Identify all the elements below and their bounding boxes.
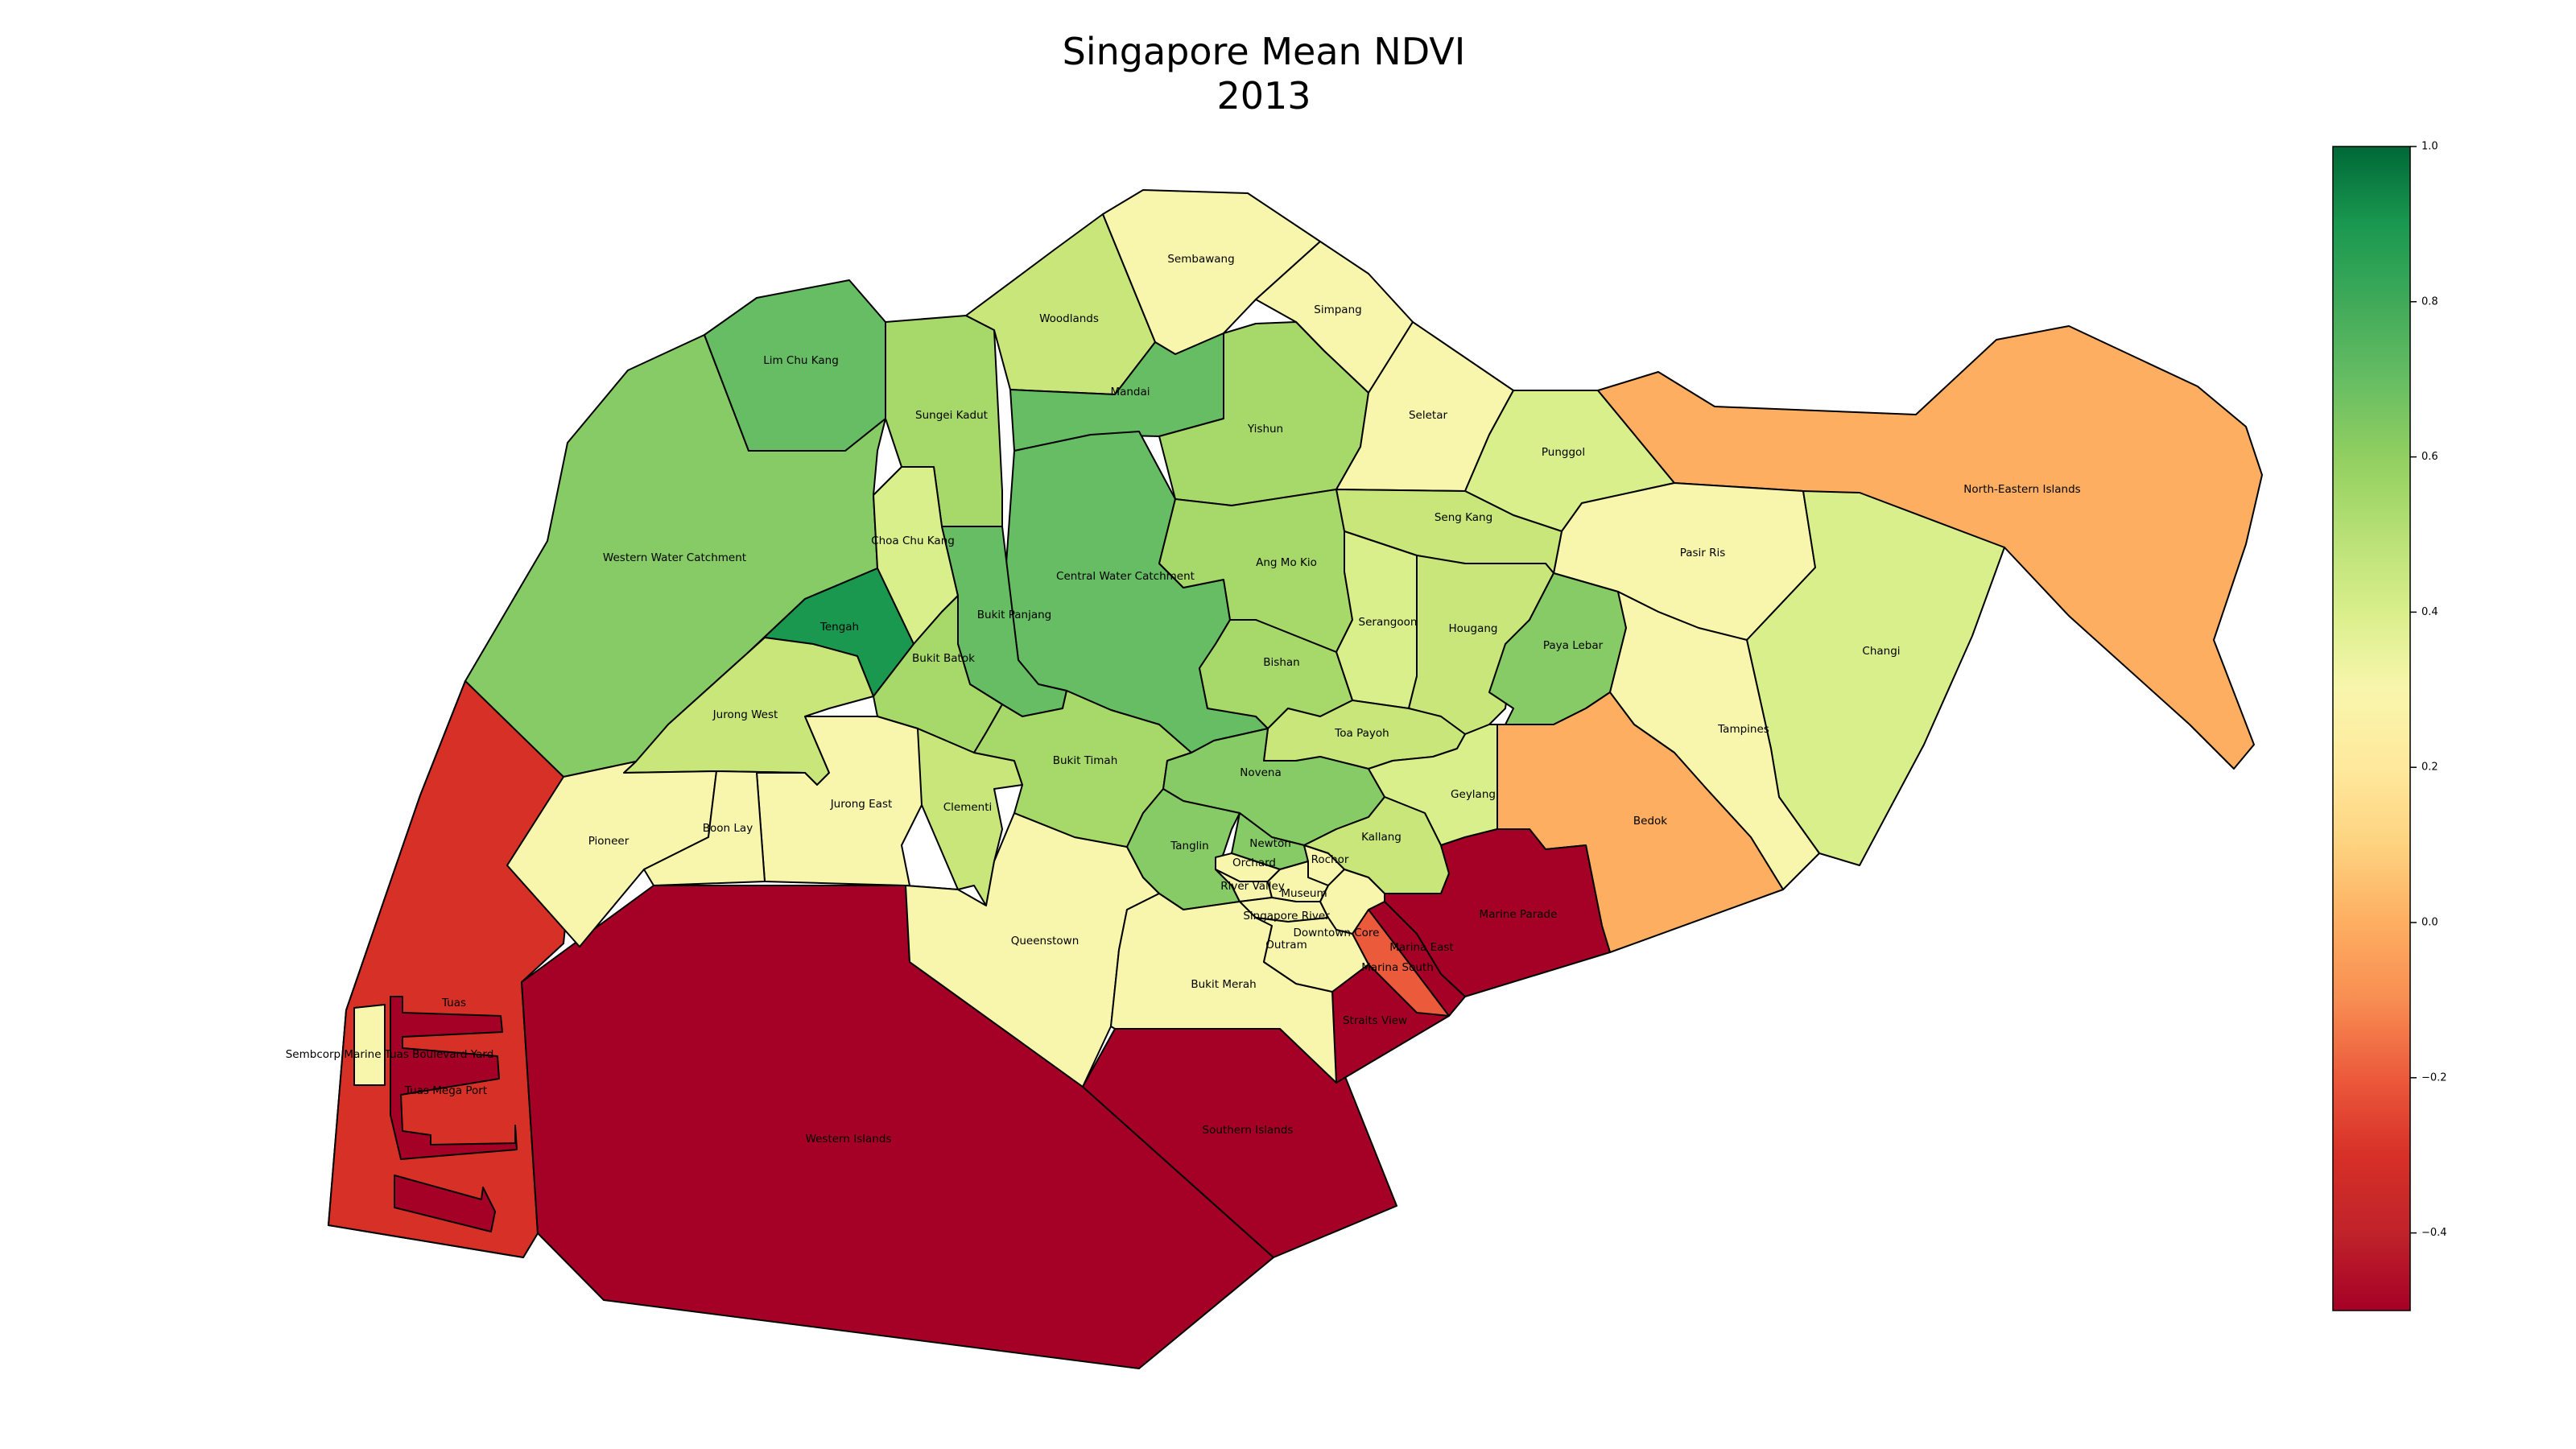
colorbar-tick-label: 0.0: [2421, 917, 2438, 929]
label-singapore-river: Singapore River: [1243, 910, 1330, 923]
colorbar-tick-label: 0.6: [2421, 451, 2438, 463]
label-simpang: Simpang: [1314, 303, 1361, 316]
label-marina-east: Marina East: [1389, 941, 1453, 954]
region-boon-lay[interactable]: [643, 770, 806, 886]
region-outram[interactable]: [1255, 917, 1369, 993]
region-marine-parade[interactable]: [1384, 828, 1611, 997]
label-river-valley: River Valley: [1220, 880, 1285, 893]
label-central-water-catchment: Central Water Catchment: [1056, 570, 1195, 583]
map-title: Singapore Mean NDVI: [1063, 30, 1466, 73]
label-rochor: Rochor: [1311, 853, 1349, 866]
label-marine-parade: Marine Parade: [1480, 908, 1558, 921]
colorbar-tick-label: 0.8: [2421, 295, 2438, 308]
map-subtitle-year: 2013: [1216, 74, 1311, 118]
label-geylang: Geylang: [1451, 788, 1496, 801]
label-tuas: Tuas: [441, 997, 466, 1009]
colorbar: 1.0 0.8 0.6 0.4 0.2 0.0 −0.2 −0.4: [2332, 141, 2447, 1311]
colorbar-ticks: 1.0 0.8 0.6 0.4 0.2 0.0 −0.2 −0.4: [2410, 141, 2447, 1239]
region-downtown-core[interactable]: [1319, 869, 1385, 935]
label-orchard: Orchard: [1232, 857, 1276, 869]
label-southern-islands: Southern Islands: [1203, 1124, 1294, 1137]
label-boon-lay: Boon Lay: [703, 822, 753, 835]
label-mandai: Mandai: [1110, 386, 1150, 398]
label-bukit-merah: Bukit Merah: [1191, 978, 1256, 991]
label-seletar: Seletar: [1409, 409, 1447, 422]
label-north-eastern-islands: North-Eastern Islands: [1963, 483, 2080, 496]
label-toa-payoh: Toa Payoh: [1334, 727, 1389, 740]
label-pasir-ris: Pasir Ris: [1680, 547, 1726, 559]
label-bukit-batok: Bukit Batok: [912, 652, 975, 665]
label-downtown-core: Downtown Core: [1294, 927, 1380, 939]
label-paya-lebar: Paya Lebar: [1543, 639, 1604, 652]
label-bukit-timah: Bukit Timah: [1053, 754, 1118, 767]
label-woodlands: Woodlands: [1039, 312, 1099, 325]
colorbar-tick-label: −0.4: [2421, 1227, 2447, 1239]
region-sembcorp[interactable]: [353, 1004, 386, 1086]
region-tuas-mega-port[interactable]: [390, 996, 518, 1232]
region-labels: Sembawang Simpang Woodlands Mandai Lim C…: [286, 253, 2081, 1146]
label-yishun: Yishun: [1247, 423, 1283, 436]
label-jurong-west: Jurong West: [712, 708, 778, 721]
region-hougang[interactable]: [1408, 555, 1554, 735]
label-sembawang: Sembawang: [1167, 253, 1234, 266]
label-bedok: Bedok: [1633, 815, 1667, 828]
label-ang-mo-kio: Ang Mo Kio: [1256, 556, 1317, 569]
colorbar-tick-label: 0.4: [2421, 606, 2438, 618]
colorbar-tick-label: −0.2: [2421, 1071, 2447, 1084]
label-tengah: Tengah: [819, 621, 859, 634]
label-serangoon: Serangoon: [1359, 616, 1418, 629]
colorbar-gradient: [2332, 146, 2411, 1311]
label-marina-south: Marina South: [1361, 961, 1434, 974]
label-sungei-kadut: Sungei Kadut: [915, 409, 988, 422]
label-straits-view: Straits View: [1343, 1014, 1407, 1027]
planning-areas: [328, 189, 2263, 1369]
label-outram: Outram: [1265, 939, 1307, 952]
label-tanglin: Tanglin: [1170, 840, 1208, 852]
label-jurong-east: Jurong East: [830, 798, 893, 811]
label-museum: Museum: [1281, 887, 1327, 900]
label-bishan: Bishan: [1263, 656, 1299, 669]
label-bukit-panjang: Bukit Panjang: [977, 609, 1051, 621]
label-choa-chu-kang: Choa Chu Kang: [871, 535, 955, 547]
label-western-islands: Western Islands: [806, 1133, 892, 1146]
label-lim-chu-kang: Lim Chu Kang: [763, 354, 839, 367]
label-pioneer: Pioneer: [588, 835, 630, 848]
label-clementi: Clementi: [943, 801, 993, 814]
label-queenstown: Queenstown: [1011, 935, 1080, 947]
label-sembcorp: Sembcorp Marine Tuas Boulevard Yard: [286, 1048, 494, 1061]
colorbar-tick-label: 0.2: [2421, 762, 2438, 774]
label-tampines: Tampines: [1717, 723, 1769, 736]
label-hougang: Hougang: [1449, 622, 1498, 635]
label-punggol: Punggol: [1542, 446, 1585, 459]
label-novena: Novena: [1240, 766, 1281, 779]
label-kallang: Kallang: [1361, 831, 1402, 844]
label-newton: Newton: [1249, 837, 1291, 850]
label-tuas-mega-port: Tuas Mega Port: [404, 1084, 487, 1097]
label-changi: Changi: [1862, 645, 1900, 658]
label-western-water-catchment: Western Water Catchment: [603, 551, 746, 564]
label-seng-kang: Seng Kang: [1435, 511, 1492, 524]
region-changi[interactable]: [1746, 490, 2005, 866]
colorbar-tick-label: 1.0: [2421, 141, 2438, 153]
